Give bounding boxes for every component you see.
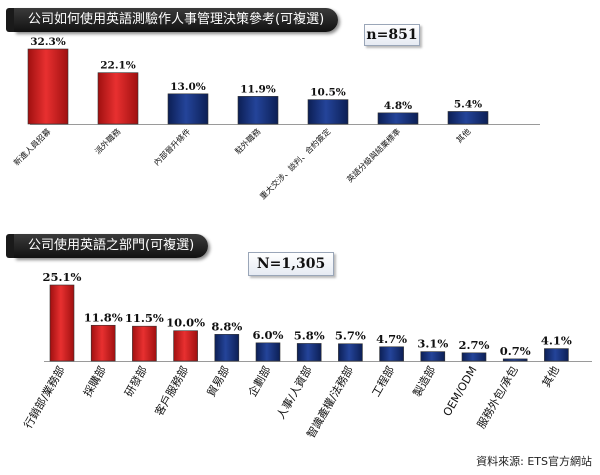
chart2-category-label-3: 客戶服務部 [152,364,192,419]
chart2-bar-11 [502,358,528,362]
chart2-category-label-5: 企劃部 [245,364,274,400]
chart2-bar-9 [420,351,446,362]
chart2-bar-3 [173,330,198,362]
chart2-plot: 25.1% 行銷部/業務部 11.8% 採購部 11.5% 研發部 10.0% 客戶服務部 8.… [21,270,592,440]
chart2-value-label-8: 4.7% [376,332,407,346]
chart2-bar-7 [338,343,363,362]
chart2-bar-8 [379,346,404,362]
chart2-value-label-1: 11.8% [84,310,123,324]
chart1-value-label-0: 32.3% [30,36,66,48]
chart1-bar-3 [237,96,279,125]
chart1-bar-2 [167,93,209,125]
chart1-bar-5 [377,112,419,125]
chart1-value-label-1: 22.1% [100,60,136,72]
chart1-value-label-4: 10.5% [310,87,346,99]
chart1-category-label-2: 內部晉升條件 [151,126,192,167]
chart2-category-label-6: 人事/人資部 [273,364,314,422]
chart2-category-label-10: OEM/ODM [441,364,480,419]
chart2-value-label-6: 5.8% [294,328,325,342]
chart2-bar-6 [296,343,322,362]
chart1-category-label-4: 重大交涉、談判、合約簽定 [257,126,332,201]
chart2-value-label-0: 25.1% [43,270,82,284]
chart2-value-label-2: 11.5% [125,311,164,325]
chart1-category-label-0: 新進人員招募 [11,126,52,167]
chart2-category-label-4: 貿易部 [204,364,233,400]
chart1-category-label-6: 其他 [454,126,472,144]
chart2-value-label-10: 2.7% [459,338,490,352]
chart1-bar-0 [27,48,69,125]
chart2-bar-1 [90,324,116,362]
chart2-bar-2 [132,325,157,362]
chart1-value-label-6: 5.4% [454,98,482,110]
chart2-bar-0 [49,284,75,362]
chart1-bar-1 [97,72,139,125]
chart2-value-label-5: 6.0% [253,328,284,342]
chart2-category-label-9: 製造部 [410,364,439,400]
chart2-n-label: N=1,305 [248,252,334,276]
chart1-value-label-3: 11.9% [240,83,276,95]
chart2-bar-4 [214,334,240,362]
chart2-category-label-12: 其他 [540,364,562,390]
chart2-value-label-11: 0.7% [500,344,531,358]
chart2-value-label-9: 3.1% [417,337,448,351]
chart1-bar-6 [447,111,489,125]
chart1-title: 公司如何使用英語測驗作人事管理決策參考(可複選) [5,8,339,32]
chart2-value-label-3: 10.0% [166,316,205,330]
chart2-title: 公司使用英語之部門(可複選) [5,234,209,258]
chart1-plot: 32.3% 新進人員招募 22.1% 派外職務 13.0% 內部晉升條件 11.9% 駐外職務… [11,36,540,201]
chart2-bar-10 [461,352,487,362]
chart2-category-label-8: 工程部 [369,364,398,400]
chart2-category-label-2: 研發部 [121,364,150,400]
chart2-value-label-7: 5.7% [335,329,366,343]
chart1-value-label-2: 13.0% [170,81,206,93]
chart2-value-label-4: 8.8% [211,319,242,333]
chart1-bar-4 [307,99,349,125]
chart2-bar-5 [255,342,281,362]
chart1-n-label: n=851 [364,24,420,46]
chart2-value-label-12: 4.1% [541,334,572,348]
chart2-category-label-1: 採購部 [80,364,109,400]
chart2-category-label-11: 服務外包/承包 [474,364,521,431]
chart1-category-label-1: 派外職務 [93,126,123,156]
chart1-value-label-5: 4.8% [384,100,412,112]
chart2-category-label-0: 行銷部/業務部 [21,364,68,431]
source-note: 資料來源: ETS官方網站 [476,455,592,468]
chart2-bar-12 [544,348,569,362]
chart1-category-label-3: 駐外職務 [233,126,263,156]
chart1-category-label-5: 英語分級與結業標準 [344,126,402,184]
